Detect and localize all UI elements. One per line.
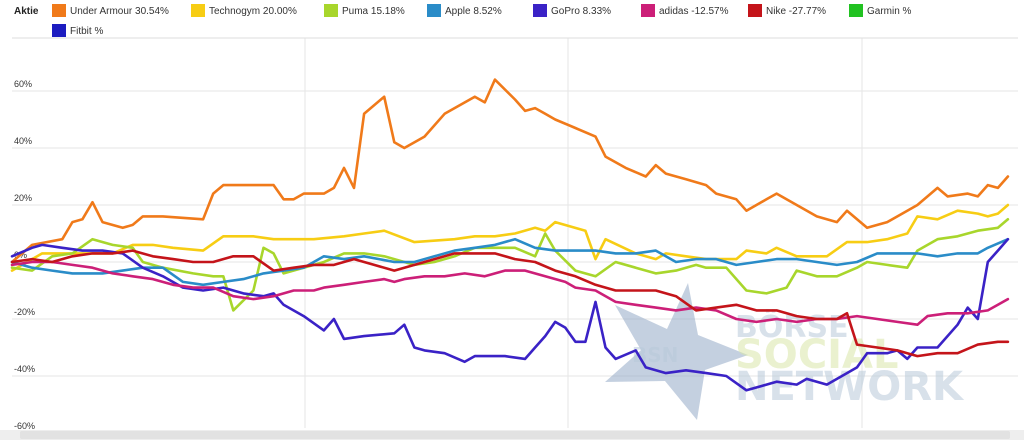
legend-swatch: [52, 24, 66, 37]
series-line-technogym[interactable]: [10, 203, 1010, 272]
y-tick-label: 40%: [14, 136, 32, 146]
legend-item-label[interactable]: GoPro 8.33%: [551, 6, 611, 17]
legend-item-label[interactable]: Nike -27.77%: [766, 6, 826, 17]
legend-item-label[interactable]: Technogym 20.00%: [209, 6, 297, 17]
watermark-star-icon: [605, 283, 748, 420]
bsn-watermark: BSN BÖRSE SOCIAL NETWORK: [605, 283, 965, 420]
y-tick-label: -60%: [14, 421, 35, 431]
series-line-under-armour[interactable]: [10, 78, 1010, 264]
series-line-puma[interactable]: [10, 218, 1010, 312]
legend-item-label[interactable]: Under Armour 30.54%: [70, 6, 169, 17]
y-tick-label: -20%: [14, 307, 35, 317]
legend-item-label[interactable]: Fitbit %: [70, 26, 103, 37]
watermark-line2: SOCIAL: [735, 332, 899, 378]
series-line-adidas[interactable]: [10, 260, 1010, 326]
chart-scrollbar-thumb[interactable]: [20, 431, 1010, 439]
y-tick-label: 20%: [14, 193, 32, 203]
y-tick-label: -40%: [14, 364, 35, 374]
legend-swatch: [849, 4, 863, 17]
legend-item-label[interactable]: Garmin %: [867, 6, 912, 17]
legend-swatch: [533, 4, 547, 17]
y-tick-label: 60%: [14, 79, 32, 89]
series-line-apple[interactable]: [10, 237, 1010, 287]
legend-swatch: [641, 4, 655, 17]
legend-swatch: [52, 4, 66, 17]
series-line-nike[interactable]: [10, 249, 1010, 358]
legend-swatch: [324, 4, 338, 17]
chart-legend: Aktie Under Armour 30.54% Technogym 20.00…: [14, 4, 912, 37]
legend-item-label[interactable]: Apple 8.52%: [445, 6, 502, 17]
legend-title: Aktie: [14, 6, 39, 17]
legend-item-label[interactable]: adidas -12.57%: [659, 6, 729, 17]
legend-swatch: [427, 4, 441, 17]
legend-swatch: [191, 4, 205, 17]
legend-item-label[interactable]: Puma 15.18%: [342, 6, 405, 17]
legend-swatch: [748, 4, 762, 17]
series-lines: [10, 78, 1010, 392]
